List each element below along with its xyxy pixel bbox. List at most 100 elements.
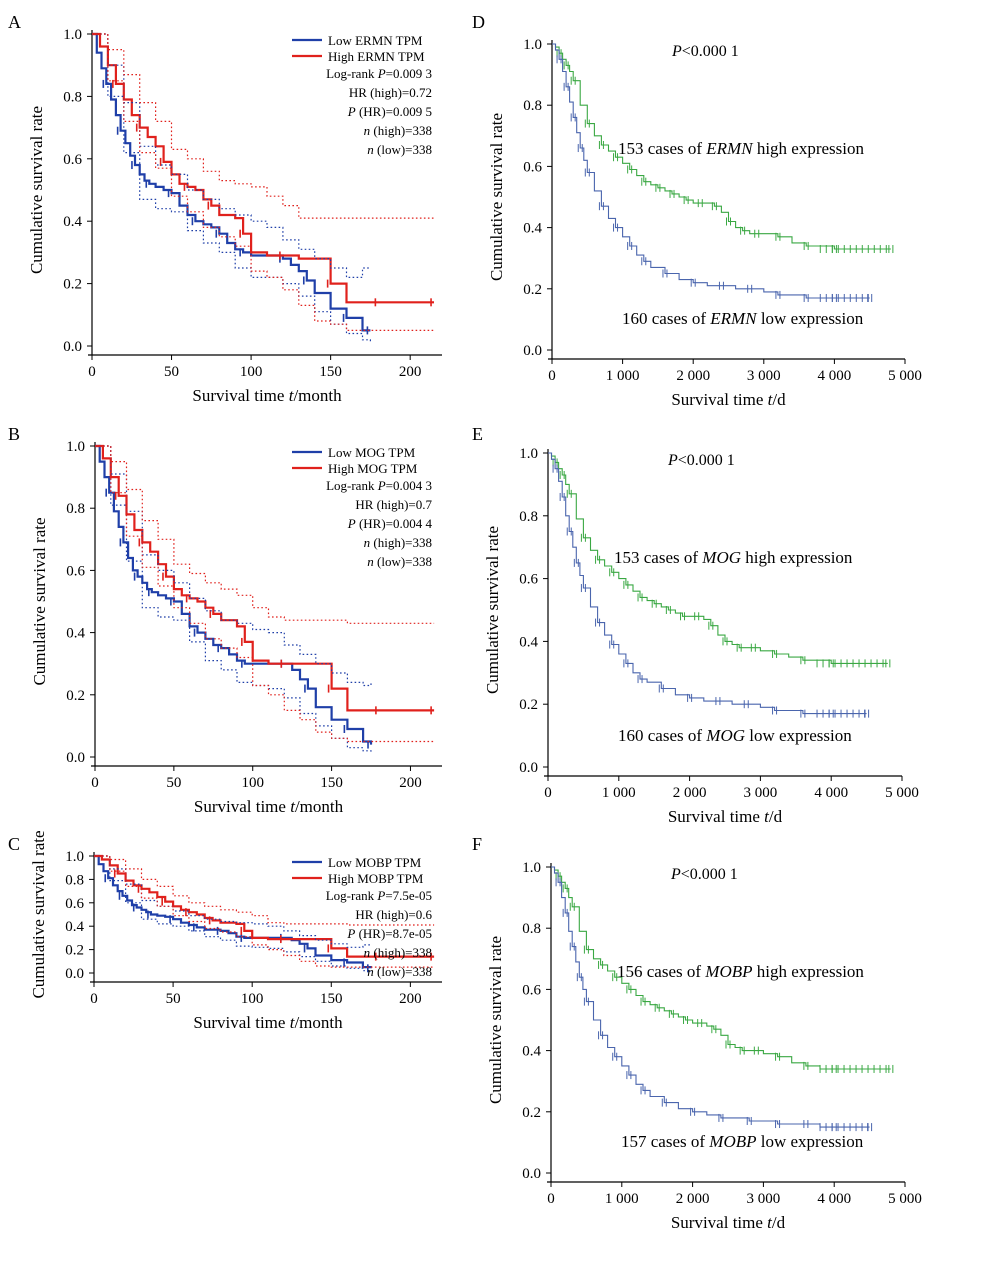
y-tick-label: 0.6 <box>522 982 541 998</box>
legend-entry: Low MOBP TPM <box>328 855 422 870</box>
chart-panel-E: E 0.0 0.2 0.4 0.6 0.8 1.0 0 1 000 2 000 3 000 4 000… <box>472 424 919 826</box>
x-tick-label: 50 <box>166 991 181 1007</box>
series-group <box>94 854 435 973</box>
ci-line <box>94 855 435 968</box>
chart-panel-D: D 0.0 0.2 0.4 0.6 0.8 1.0 0 1 000 2 000 3 000 4 000… <box>472 12 922 409</box>
legend-stat: n (high)=338 <box>364 535 432 550</box>
censor-marks <box>552 458 891 668</box>
y-axis-title: Cumulative survival rate <box>29 830 48 998</box>
y-tick-label: 0.8 <box>519 509 538 525</box>
x-tick-label: 0 <box>544 785 552 801</box>
censor-marks <box>112 79 432 307</box>
legend-stat: Log-rank P=0.009 3 <box>326 66 432 81</box>
series-group <box>95 444 435 754</box>
x-tick-label: 5 000 <box>888 368 922 384</box>
low-expression-label: 160 cases of ERMN low expression <box>622 309 864 328</box>
y-tick-label: 0.8 <box>523 98 542 114</box>
x-tick-label: 1 000 <box>602 785 636 801</box>
axes: 0.0 0.2 0.4 0.6 0.8 1.0 0 1 000 2 000 3 000 4 000 5… <box>523 37 922 384</box>
y-tick-label: 0.4 <box>63 214 82 230</box>
axes: 0.0 0.2 0.4 0.6 0.8 1.0 0 50 100 150 200 <box>63 27 442 380</box>
panel-letter: E <box>472 424 483 444</box>
series-group <box>548 452 891 718</box>
survival-line-low <box>552 43 870 299</box>
low-expression-label: 157 cases of MOBP low expression <box>621 1132 864 1151</box>
x-tick-label: 200 <box>399 364 422 380</box>
y-tick-label: 0.8 <box>522 921 541 937</box>
x-tick-label: 5 000 <box>888 1191 922 1207</box>
x-tick-label: 100 <box>241 991 264 1007</box>
censor-marks <box>104 874 369 973</box>
legend-entry: Low ERMN TPM <box>328 33 423 48</box>
series-group <box>92 32 434 343</box>
series-group <box>551 866 894 1132</box>
panel-letter: F <box>472 834 482 854</box>
axes: 0.0 0.2 0.4 0.6 0.8 1.0 0 1 000 2 000 3 000 4 000 5… <box>519 446 919 801</box>
y-tick-label: 1.0 <box>63 27 82 43</box>
y-tick-label: 1.0 <box>65 849 84 865</box>
censor-marks <box>555 878 873 1132</box>
x-tick-label: 200 <box>399 991 422 1007</box>
x-tick-label: 0 <box>548 368 556 384</box>
y-tick-label: 0.0 <box>522 1166 541 1182</box>
censor-marks <box>556 49 894 254</box>
ci-line <box>92 33 371 343</box>
x-tick-label: 150 <box>319 364 342 380</box>
chart-panel-C: C 0.0 0.2 0.4 0.6 0.8 1.0 0 50 100 150 200 Survival … <box>8 830 442 1032</box>
survival-line-high <box>548 452 888 664</box>
chart-panel-F: F 0.0 0.2 0.4 0.6 0.8 1.0 0 1 000 2 000 3 000 4 000… <box>472 834 922 1232</box>
y-tick-label: 0.0 <box>65 966 84 982</box>
series-group <box>552 43 894 302</box>
x-tick-label: 4 000 <box>818 368 852 384</box>
p-value: P<0.000 1 <box>671 43 739 60</box>
survival-line-low-mobp-tpm <box>94 854 372 969</box>
x-tick-label: 2 000 <box>673 785 707 801</box>
y-tick-label: 0.6 <box>65 896 84 912</box>
y-tick-label: 0.2 <box>65 943 84 959</box>
y-axis-title: Cumulative survival rate <box>487 113 506 281</box>
legend-entry: High ERMN TPM <box>328 49 425 64</box>
x-axis-title: Survival time t/d <box>671 1213 786 1232</box>
low-expression-label: 160 cases of MOG low expression <box>618 726 852 745</box>
x-tick-label: 50 <box>164 364 179 380</box>
legend-stat: n (low)=338 <box>367 964 432 979</box>
y-tick-label: 0.4 <box>523 221 542 237</box>
survival-line-low <box>548 452 867 715</box>
legend-stat: HR (high)=0.7 <box>355 497 432 512</box>
p-value: P<0.000 1 <box>667 452 735 469</box>
legend-stat: HR (high)=0.6 <box>355 907 432 922</box>
legend-stat: n (high)=338 <box>364 123 432 138</box>
panel-letter: A <box>8 12 21 32</box>
y-tick-label: 0.8 <box>66 501 85 517</box>
x-axis-title: Survival time t/month <box>193 1013 343 1032</box>
y-tick-label: 0.0 <box>63 339 82 355</box>
axes: 0.0 0.2 0.4 0.6 0.8 1.0 0 50 100 150 200 <box>65 849 442 1007</box>
legend-stat: Log-rank P=0.004 3 <box>326 478 432 493</box>
y-tick-label: 0.2 <box>522 1105 541 1121</box>
survival-line-low <box>551 866 870 1128</box>
y-tick-label: 0.4 <box>65 919 84 935</box>
high-expression-label: 153 cases of MOG high expression <box>614 548 853 567</box>
y-tick-label: 0.2 <box>523 282 542 298</box>
legend-entry: High MOG TPM <box>328 461 418 476</box>
y-tick-label: 0.6 <box>519 572 538 588</box>
x-axis-title: Survival time t/month <box>194 797 344 816</box>
panel-letter: D <box>472 12 485 32</box>
x-tick-label: 50 <box>166 775 181 791</box>
x-tick-label: 0 <box>547 1191 555 1207</box>
censor-marks <box>556 55 873 302</box>
y-tick-label: 0.4 <box>519 634 538 650</box>
legend-stat: n (low)=338 <box>367 142 432 157</box>
x-tick-label: 0 <box>90 991 98 1007</box>
legend-stat: n (low)=338 <box>367 554 432 569</box>
x-tick-label: 5 000 <box>885 785 919 801</box>
chart-panel-B: B 0.0 0.2 0.4 0.6 0.8 1.0 0 50 100 150 200 Survival … <box>8 424 442 816</box>
chart-panel-A: A 0.0 0.2 0.4 0.6 0.8 1.0 0 50 100 150 200 Survival … <box>8 12 442 405</box>
axes: 0.0 0.2 0.4 0.6 0.8 1.0 0 1 000 2 000 3 000 4 000 5… <box>522 860 922 1207</box>
axes: 0.0 0.2 0.4 0.6 0.8 1.0 0 50 100 150 200 <box>66 439 442 791</box>
x-tick-label: 0 <box>88 364 96 380</box>
high-expression-label: 153 cases of ERMN high expression <box>618 139 864 158</box>
